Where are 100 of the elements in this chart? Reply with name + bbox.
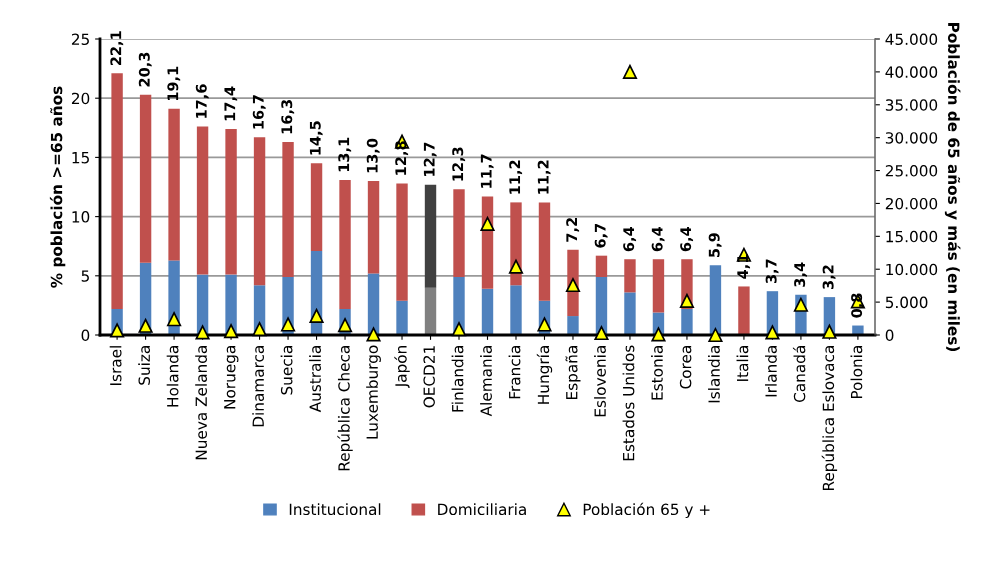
y-tick-label: 0 (81, 329, 90, 342)
total-label: 22,1 (110, 31, 124, 66)
x-tick-label: Estados Unidos (622, 345, 635, 461)
point (223, 323, 239, 339)
point (651, 327, 666, 342)
point (765, 325, 780, 340)
total-label: 16,3 (281, 100, 295, 134)
y2-tick-label: 0 (885, 329, 894, 342)
y-axis-title: % población >=65 años (49, 86, 66, 288)
x-tick-label: Nueva Zelanda (195, 346, 208, 460)
point (822, 324, 837, 339)
total-label: 12,3 (452, 147, 466, 181)
x-tick-label: Hungría (536, 346, 553, 404)
x-tick-label: Israel (109, 346, 122, 385)
x-tick-label: Francia (508, 346, 521, 399)
total-label: 12,7 (423, 142, 437, 176)
bar (453, 189, 465, 277)
bar (367, 181, 380, 274)
total-label: 6,4 (623, 226, 637, 252)
point (166, 312, 182, 327)
y2-tick-label: 25.000 (885, 165, 938, 177)
point (594, 325, 609, 341)
x-tick-label: Dinamarca (252, 346, 264, 427)
bar (111, 73, 123, 309)
point (110, 323, 125, 338)
total-label: 3,7 (765, 259, 779, 284)
bar (567, 316, 579, 335)
bar (253, 137, 266, 286)
bar (339, 179, 351, 309)
point (679, 293, 695, 308)
x-tick-label: Eslovenia (594, 346, 606, 417)
total-label: 17,4 (224, 86, 238, 121)
legend-label: Institucional (289, 503, 381, 516)
total-label: 20,3 (138, 52, 152, 87)
x-tick-label: Australia (309, 346, 321, 413)
y-tick-label: 10 (72, 211, 90, 223)
bar (738, 286, 750, 335)
point (195, 325, 210, 340)
y2-tick-label: 30.000 (885, 132, 938, 144)
bar (396, 300, 408, 335)
total-label: 3,2 (822, 265, 836, 290)
bar (538, 202, 551, 301)
bar (396, 183, 408, 301)
bar (681, 308, 693, 335)
total-label: 6,4 (651, 226, 665, 252)
x-tick-label: Irlanda (765, 346, 777, 397)
x-tick-label: OECD21 (423, 346, 435, 408)
total-label: 13,1 (338, 137, 352, 172)
bar (624, 259, 636, 293)
bar (424, 287, 437, 335)
total-label: 3,4 (794, 262, 808, 287)
y-tick-label: 25 (71, 33, 89, 46)
point (309, 308, 324, 324)
x-tick-label: República Eslovaca (821, 346, 838, 491)
bar (367, 273, 380, 335)
x-tick-label: España (565, 346, 581, 399)
point (565, 277, 581, 293)
point (138, 318, 153, 333)
legend-label: Domiciliaria (438, 503, 526, 516)
point (708, 327, 723, 343)
bar (225, 274, 237, 335)
y-tick-label: 20 (71, 92, 90, 105)
total-label: 14,5 (309, 121, 323, 155)
bar (139, 94, 152, 263)
bar (168, 108, 180, 261)
x-tick-label: Suiza (138, 346, 151, 385)
y2-tick-label: 15.000 (886, 230, 938, 243)
point (537, 317, 552, 332)
total-label: 6,4 (680, 226, 694, 252)
x-tick-label: Suecia (280, 346, 293, 395)
total-label: 19,1 (167, 66, 181, 101)
total-label: 7,2 (566, 218, 580, 242)
total-label: 11,2 (537, 160, 551, 194)
legend-label: Población 65 y + (583, 502, 710, 519)
x-tick-label: Japón (394, 346, 410, 389)
y-tick-label: 15 (72, 152, 89, 164)
total-label: 11,2 (509, 160, 523, 194)
y2-tick-label: 35.000 (885, 99, 938, 111)
point (622, 64, 638, 79)
total-label: 16,7 (252, 95, 266, 129)
total-label: 5,9 (708, 233, 722, 257)
bar (595, 255, 608, 277)
bar (225, 128, 237, 275)
y2-tick-label: 20.000 (885, 197, 938, 210)
point (451, 321, 467, 337)
x-tick-label: Polonia (850, 346, 863, 399)
total-label: 17,6 (195, 84, 209, 118)
point (280, 317, 296, 332)
bar (282, 142, 294, 277)
y2-tick-label: 10.000 (886, 263, 938, 276)
total-label: 13,0 (366, 138, 380, 173)
y-tick-label: 5 (81, 270, 89, 282)
x-tick-label: Estonia (651, 346, 663, 400)
x-tick-label: Holanda (166, 346, 179, 407)
y2-tick-label: 45.000 (885, 33, 938, 46)
point (480, 216, 495, 231)
x-tick-label: Canadá (792, 346, 806, 402)
x-tick-label: Finlandia (451, 346, 464, 412)
total-label: 11,7 (480, 154, 494, 188)
x-tick-label: Italia (736, 346, 749, 381)
